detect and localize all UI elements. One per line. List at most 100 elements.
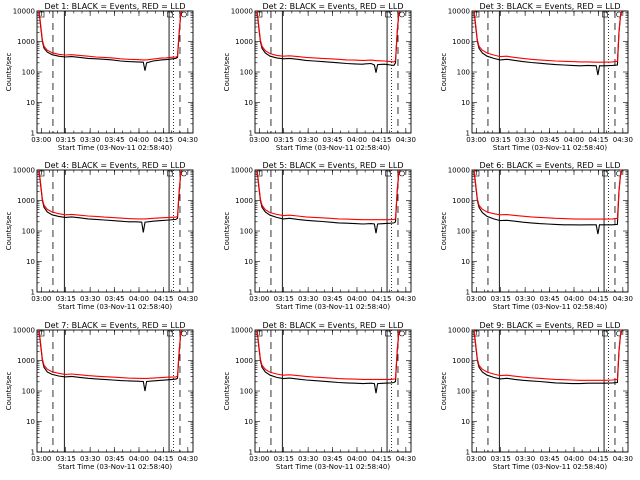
x-tick-label: 03:45 — [539, 136, 559, 144]
y-tick-label: 1 — [466, 449, 470, 457]
plot-frame — [36, 329, 194, 453]
events-series-line — [38, 169, 183, 233]
panel-title: Det 8: BLACK = Events, RED = LLD — [263, 321, 404, 330]
end-square-marker — [167, 170, 173, 177]
x-tick-label: 03:30 — [298, 295, 318, 303]
y-tick-label: 1000 — [235, 197, 253, 205]
x-tick-label: 03:30 — [298, 136, 318, 144]
x-tick-label: 03:15 — [491, 295, 511, 303]
y-tick-label: 10 — [26, 99, 35, 107]
events-series-line — [473, 169, 623, 235]
x-tick-label: 03:15 — [274, 136, 294, 144]
x-tick-label: 04:00 — [129, 455, 149, 463]
detector-panel-5: Det 5: BLACK = Events, RED = LLD 1 10 100 10… — [223, 161, 416, 311]
y-tick-label: 10000 — [13, 167, 35, 175]
x-tick-label: 04:30 — [396, 455, 416, 463]
y-tick-label: 100 — [240, 228, 253, 236]
y-axis-label: Counts/sec — [5, 372, 13, 411]
events-series-line — [38, 329, 183, 392]
detector-panel-1: Det 1: BLACK = Events, RED = LLD 1 10 100 10… — [5, 2, 198, 152]
y-axis-label: Counts/sec — [440, 372, 448, 411]
panel-title: Det 7: BLACK = Events, RED = LLD — [45, 321, 186, 330]
end-square-marker — [385, 330, 391, 337]
y-tick-label: 10000 — [448, 8, 470, 16]
events-series-line — [473, 10, 623, 76]
y-tick-label: 100 — [457, 388, 470, 396]
x-tick-label: 03:15 — [491, 455, 511, 463]
x-tick-label: 04:00 — [129, 295, 149, 303]
y-axis-label: Counts/sec — [5, 212, 13, 251]
end-square-marker — [602, 330, 608, 337]
end-square-marker — [385, 170, 391, 177]
x-tick-label: 03:00 — [249, 455, 269, 463]
plot-frame — [36, 169, 194, 293]
y-axis-label: Counts/sec — [223, 372, 231, 411]
x-tick-label: 03:15 — [491, 136, 511, 144]
y-tick-label: 10 — [244, 258, 253, 266]
x-axis-label: Start Time (03-Nov-11 02:58:40) — [58, 303, 172, 311]
x-axis-label: Start Time (03-Nov-11 02:58:40) — [493, 303, 607, 311]
y-tick-label: 10 — [26, 258, 35, 266]
y-tick-label: 1 — [31, 449, 35, 457]
y-tick-label: 10 — [461, 418, 470, 426]
end-circle-marker — [181, 330, 187, 337]
end-circle-marker — [616, 330, 622, 337]
end-circle-marker — [181, 11, 187, 18]
x-tick-label: 03:30 — [515, 136, 535, 144]
lld-series-line — [256, 329, 401, 380]
lld-series-line — [473, 169, 623, 220]
x-axis-label: Start Time (03-Nov-11 02:58:40) — [493, 463, 607, 471]
end-square-marker — [602, 11, 608, 18]
y-tick-label: 10000 — [231, 327, 253, 335]
x-tick-label: 03:30 — [80, 136, 100, 144]
y-tick-label: 1000 — [17, 357, 35, 365]
plot-frame — [471, 169, 629, 293]
x-tick-label: 03:45 — [322, 455, 342, 463]
y-tick-label: 100 — [240, 69, 253, 77]
x-tick-label: 04:00 — [564, 136, 584, 144]
lld-series-line — [473, 329, 623, 381]
x-tick-label: 03:45 — [104, 455, 124, 463]
y-tick-label: 1000 — [452, 197, 470, 205]
y-tick-label: 100 — [240, 388, 253, 396]
plot-frame — [471, 10, 629, 134]
x-tick-label: 04:30 — [178, 455, 198, 463]
x-tick-label: 03:00 — [31, 295, 51, 303]
lld-series-line — [38, 10, 183, 61]
x-tick-label: 04:30 — [613, 455, 633, 463]
y-tick-label: 10000 — [448, 167, 470, 175]
x-tick-label: 03:30 — [515, 295, 535, 303]
end-square-marker — [167, 11, 173, 18]
x-tick-label: 03:00 — [466, 295, 486, 303]
x-tick-label: 03:30 — [298, 455, 318, 463]
y-tick-label: 100 — [22, 228, 35, 236]
x-axis-label: Start Time (03-Nov-11 02:58:40) — [276, 303, 390, 311]
detector-panel-8: Det 8: BLACK = Events, RED = LLD 1 10 100 10… — [223, 321, 416, 471]
detector-panel-9: Det 9: BLACK = Events, RED = LLD 1 10 100 10… — [440, 321, 633, 471]
lld-series-line — [256, 10, 401, 63]
y-tick-label: 10000 — [231, 167, 253, 175]
detector-panel-2: Det 2: BLACK = Events, RED = LLD 1 10 100 10… — [223, 2, 416, 152]
plot-frame — [254, 169, 412, 293]
y-tick-label: 10000 — [448, 327, 470, 335]
events-series-line — [473, 329, 623, 385]
lld-series-line — [38, 169, 183, 220]
y-axis-label: Counts/sec — [440, 212, 448, 251]
plot-frame — [254, 10, 412, 134]
x-tick-label: 03:15 — [274, 455, 294, 463]
x-tick-label: 03:00 — [31, 455, 51, 463]
end-square-marker — [167, 330, 173, 337]
detector-panel-6: Det 6: BLACK = Events, RED = LLD 1 10 100 10… — [440, 161, 633, 311]
y-tick-label: 10 — [244, 99, 253, 107]
x-tick-label: 03:15 — [56, 455, 76, 463]
end-circle-marker — [399, 330, 405, 337]
x-tick-label: 04:00 — [347, 295, 367, 303]
x-axis-label: Start Time (03-Nov-11 02:58:40) — [58, 144, 172, 152]
y-tick-label: 1000 — [452, 38, 470, 46]
x-axis-label: Start Time (03-Nov-11 02:58:40) — [276, 144, 390, 152]
x-tick-label: 03:00 — [466, 455, 486, 463]
x-axis-label: Start Time (03-Nov-11 02:58:40) — [58, 463, 172, 471]
events-series-line — [38, 10, 183, 71]
x-tick-label: 03:45 — [539, 295, 559, 303]
x-tick-label: 03:00 — [249, 136, 269, 144]
